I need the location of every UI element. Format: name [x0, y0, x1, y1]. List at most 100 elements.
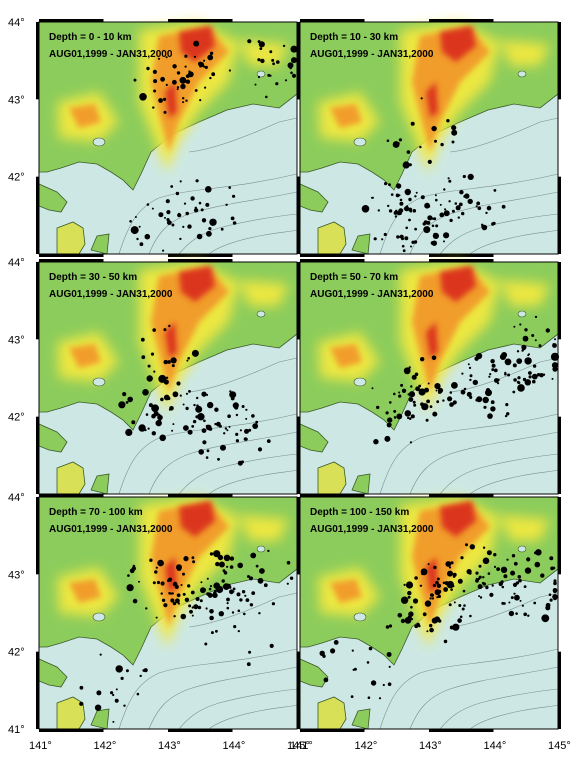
- earthquake-marker: [231, 611, 235, 614]
- earthquake-marker: [371, 387, 374, 390]
- earthquake-marker: [172, 391, 179, 398]
- earthquake-marker: [453, 601, 456, 604]
- earthquake-marker: [228, 69, 231, 72]
- earthquake-marker: [194, 206, 197, 209]
- earthquake-marker: [131, 420, 136, 425]
- earthquake-marker: [420, 568, 428, 576]
- earthquake-marker: [396, 235, 400, 239]
- earthquake-marker: [160, 592, 163, 595]
- earthquake-marker: [226, 606, 230, 610]
- earthquake-markers: [79, 549, 294, 723]
- earthquake-marker: [241, 405, 245, 408]
- earthquake-marker: [333, 640, 339, 645]
- earthquake-marker: [482, 557, 490, 565]
- earthquake-marker: [398, 391, 401, 394]
- earthquake-marker: [206, 577, 209, 580]
- earthquake-marker: [153, 79, 158, 84]
- earthquake-marker: [442, 581, 446, 585]
- earthquake-marker: [144, 233, 151, 240]
- earthquake-marker: [176, 593, 181, 598]
- earthquake-marker: [275, 82, 279, 86]
- earthquake-marker: [436, 577, 440, 581]
- earthquake-marker: [173, 615, 176, 618]
- earthquake-marker: [475, 578, 479, 583]
- earthquake-marker: [463, 604, 466, 607]
- earthquake-marker: [196, 404, 199, 407]
- earthquake-marker: [408, 218, 411, 222]
- earthquake-marker: [271, 58, 275, 62]
- earthquake-marker: [115, 688, 118, 691]
- earthquake-marker: [228, 425, 231, 428]
- earthquake-marker: [497, 378, 500, 382]
- earthquake-marker: [330, 648, 336, 654]
- map-panel: Depth = 30 - 50 km AUG01,1999 - JAN31,200…: [36, 259, 300, 497]
- earthquake-markers: [129, 39, 298, 252]
- earthquake-marker: [170, 185, 174, 188]
- earthquake-marker: [249, 576, 253, 581]
- earthquake-marker: [145, 607, 148, 610]
- earthquake-marker: [290, 45, 298, 53]
- longitude-tick-label: 142°: [355, 740, 378, 752]
- earthquake-marker: [478, 564, 482, 568]
- earthquake-marker: [434, 139, 437, 143]
- earthquake-marker: [223, 432, 226, 435]
- earthquake-marker: [149, 558, 153, 562]
- earthquake-marker: [449, 218, 453, 223]
- earthquake-marker: [164, 216, 166, 219]
- earthquake-marker: [155, 566, 158, 569]
- earthquake-marker: [245, 417, 248, 420]
- earthquake-marker: [517, 384, 525, 392]
- earthquake-marker: [185, 406, 189, 411]
- frame-scale-bar: [429, 494, 494, 497]
- earthquake-marker: [536, 373, 541, 377]
- earthquake-marker: [388, 624, 393, 628]
- earthquake-marker: [136, 237, 139, 241]
- earthquake-marker: [527, 614, 530, 617]
- earthquake-marker: [553, 580, 557, 584]
- earthquake-marker: [387, 204, 390, 208]
- earthquake-marker: [118, 401, 126, 409]
- earthquake-marker: [271, 602, 275, 606]
- earthquake-marker: [493, 189, 497, 192]
- earthquake-marker: [399, 201, 404, 206]
- earthquake-marker: [411, 374, 417, 380]
- earthquake-marker: [398, 194, 401, 197]
- earthquake-marker: [247, 39, 252, 44]
- earthquake-marker: [188, 604, 192, 608]
- earthquake-marker: [424, 600, 432, 607]
- earthquake-marker: [205, 202, 210, 207]
- earthquake-marker: [489, 592, 494, 597]
- earthquake-marker: [251, 414, 255, 418]
- earthquake-marker: [218, 611, 224, 617]
- earthquake-marker: [216, 421, 221, 427]
- earthquake-marker: [500, 566, 508, 573]
- earthquake-marker: [122, 392, 127, 397]
- earthquake-marker: [215, 561, 220, 567]
- frame-scale-bar: [300, 259, 365, 262]
- earthquake-marker: [183, 202, 187, 205]
- map-panel: Depth = 50 - 70 km AUG01,1999 - JAN31,200…: [297, 259, 561, 497]
- earthquake-marker: [507, 373, 511, 377]
- earthquake-marker: [201, 428, 207, 433]
- frame-scale-bar: [429, 259, 494, 262]
- map-panel: Depth = 10 - 30 km AUG01,1999 - JAN31,200…: [297, 19, 561, 257]
- earthquake-marker: [407, 416, 410, 420]
- earthquake-marker: [265, 95, 268, 99]
- frame-scale-bar: [39, 254, 104, 257]
- earthquake-marker: [457, 618, 462, 623]
- earthquake-marker: [524, 380, 528, 384]
- earthquake-marker: [167, 579, 170, 583]
- earthquake-marker: [133, 78, 137, 82]
- depth-range-label: Depth = 30 - 50 km: [49, 272, 137, 283]
- earthquake-marker: [266, 439, 271, 443]
- earthquake-markers: [361, 97, 506, 253]
- earthquake-marker: [213, 582, 220, 589]
- earthquake-marker: [145, 413, 149, 416]
- earthquake-marker: [206, 230, 212, 237]
- earthquake-marker: [193, 604, 199, 610]
- earthquake-marker: [491, 368, 495, 372]
- latitude-tick-label: 43°: [8, 334, 25, 346]
- earthquake-marker: [512, 582, 518, 587]
- depth-range-label: Depth = 70 - 100 km: [49, 507, 143, 518]
- earthquake-marker: [516, 380, 520, 384]
